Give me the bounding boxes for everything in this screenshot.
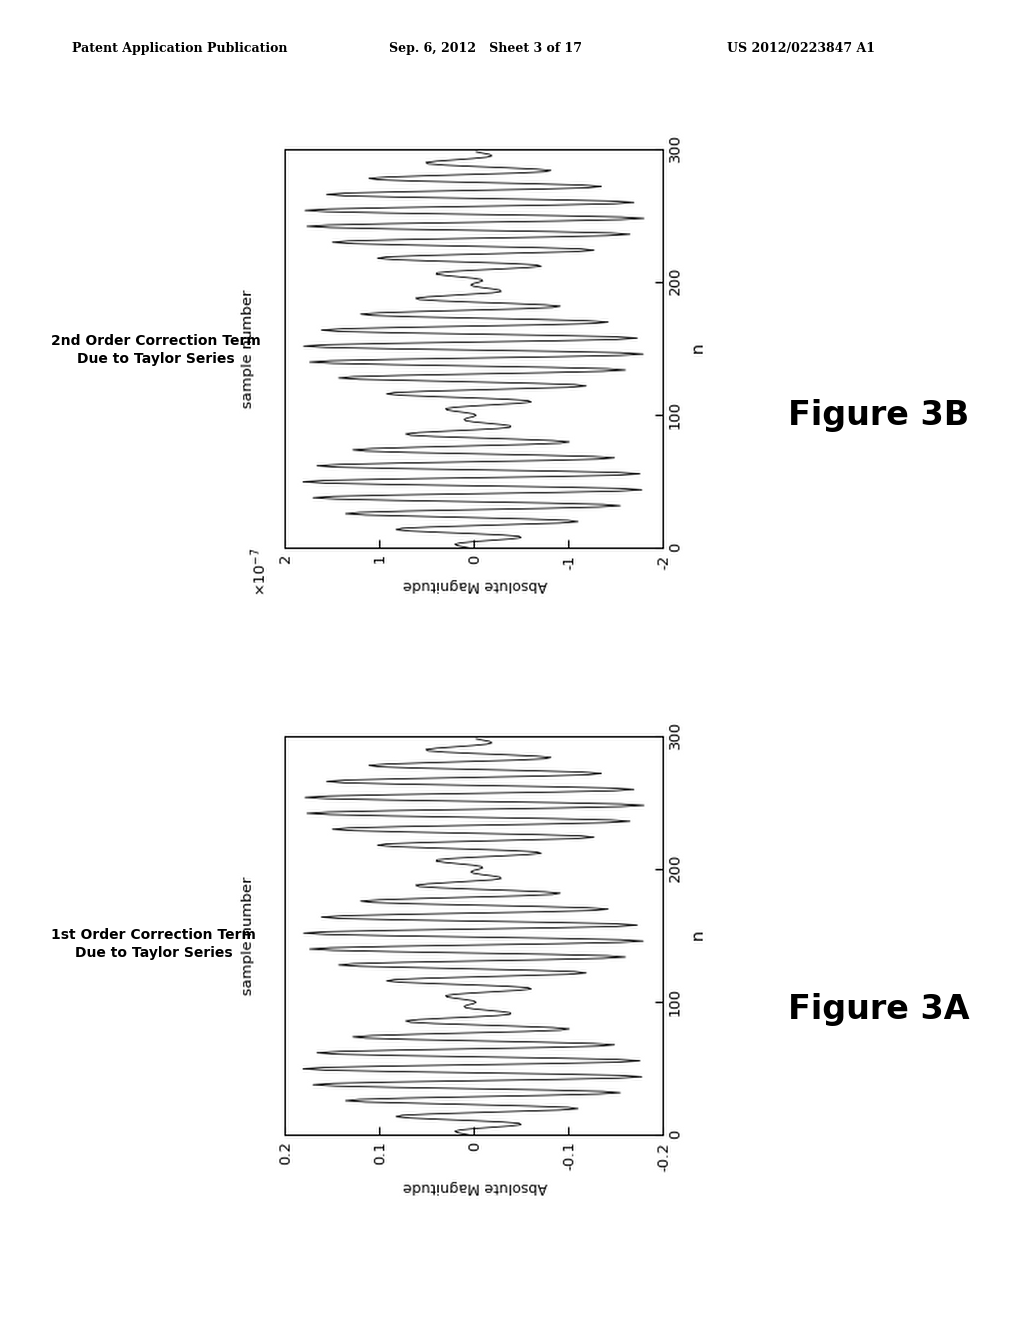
Text: Patent Application Publication: Patent Application Publication xyxy=(72,42,287,55)
Text: 1st Order Correction Term
Due to Taylor Series: 1st Order Correction Term Due to Taylor … xyxy=(51,928,256,960)
Text: Figure 3B: Figure 3B xyxy=(788,399,970,433)
Text: Sep. 6, 2012   Sheet 3 of 17: Sep. 6, 2012 Sheet 3 of 17 xyxy=(389,42,582,55)
Text: Figure 3A: Figure 3A xyxy=(788,993,970,1027)
Text: US 2012/0223847 A1: US 2012/0223847 A1 xyxy=(727,42,876,55)
Text: 2nd Order Correction Term
Due to Taylor Series: 2nd Order Correction Term Due to Taylor … xyxy=(51,334,261,366)
